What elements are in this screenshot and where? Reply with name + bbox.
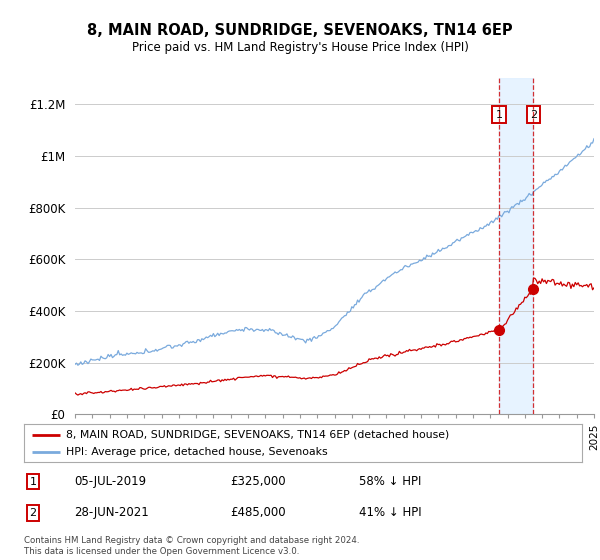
Text: 28-JUN-2021: 28-JUN-2021 [74,506,149,520]
Text: 41% ↓ HPI: 41% ↓ HPI [359,506,421,520]
Text: 8, MAIN ROAD, SUNDRIDGE, SEVENOAKS, TN14 6EP: 8, MAIN ROAD, SUNDRIDGE, SEVENOAKS, TN14… [87,24,513,38]
Text: 1: 1 [29,477,37,487]
Text: 8, MAIN ROAD, SUNDRIDGE, SEVENOAKS, TN14 6EP (detached house): 8, MAIN ROAD, SUNDRIDGE, SEVENOAKS, TN14… [66,430,449,440]
Text: 05-JUL-2019: 05-JUL-2019 [74,475,146,488]
Text: 2: 2 [29,508,37,518]
Text: 2: 2 [530,110,537,120]
Text: HPI: Average price, detached house, Sevenoaks: HPI: Average price, detached house, Seve… [66,447,328,458]
Text: £325,000: £325,000 [230,475,286,488]
Text: 1: 1 [496,110,502,120]
Text: £485,000: £485,000 [230,506,286,520]
Text: 58% ↓ HPI: 58% ↓ HPI [359,475,421,488]
Text: Price paid vs. HM Land Registry's House Price Index (HPI): Price paid vs. HM Land Registry's House … [131,41,469,54]
Text: Contains HM Land Registry data © Crown copyright and database right 2024.
This d: Contains HM Land Registry data © Crown c… [24,536,359,556]
Bar [499,78,533,414]
